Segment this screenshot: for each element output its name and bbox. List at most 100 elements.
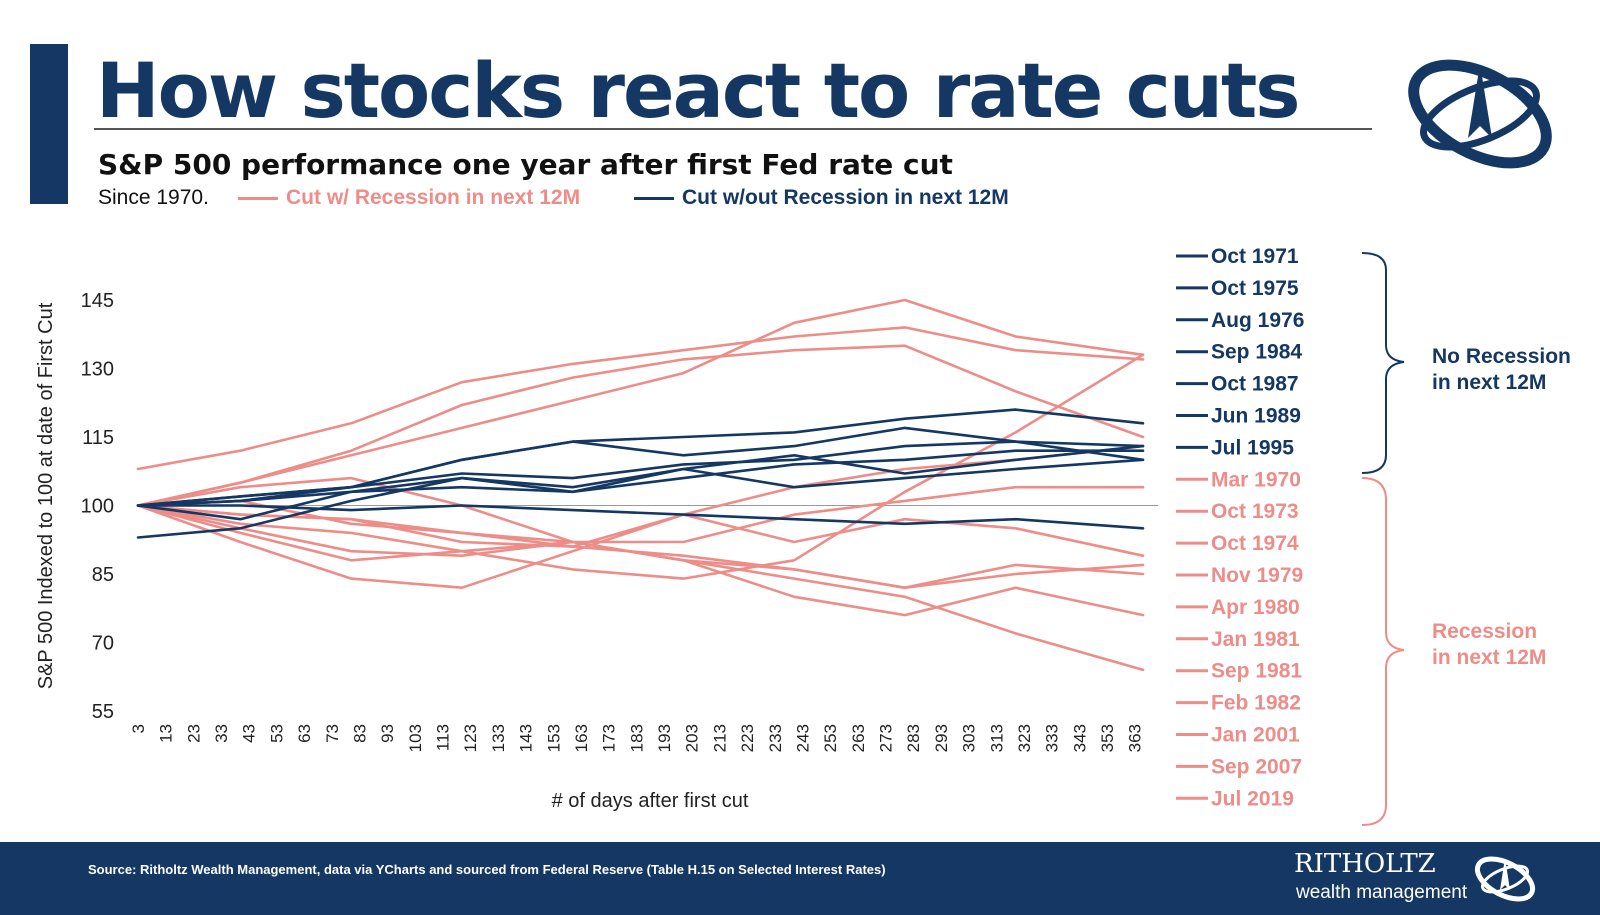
legend-label-no-recession: Cut w/out Recession in next 12M bbox=[682, 186, 1009, 209]
y-tick-label: 85 bbox=[92, 564, 114, 586]
series-line-oct-1971 bbox=[136, 444, 1145, 521]
series-line-feb-1982 bbox=[136, 353, 1145, 580]
no-recession-brace bbox=[1361, 252, 1405, 474]
series-line-mar-1970 bbox=[136, 444, 1145, 589]
series-line-nov-1979 bbox=[136, 476, 1145, 544]
x-tick-label: 323 bbox=[1015, 724, 1034, 752]
legend-label-jan-2001: Jan 2001 bbox=[1211, 724, 1300, 747]
legend-label-mar-1970: Mar 1970 bbox=[1211, 468, 1301, 491]
legend-label-oct-1987: Oct 1987 bbox=[1211, 373, 1299, 396]
legend-label-recession: Cut w/ Recession in next 12M bbox=[286, 186, 581, 209]
series-line-oct-1987 bbox=[136, 458, 1145, 539]
legend-swatch-no-recession bbox=[634, 196, 674, 200]
title-divider bbox=[94, 128, 1372, 130]
legend-label-aug-1976: Aug 1976 bbox=[1211, 309, 1304, 332]
x-tick-label: 163 bbox=[572, 724, 591, 752]
x-tick-label: 283 bbox=[904, 724, 923, 752]
legend-label-feb-1982: Feb 1982 bbox=[1211, 692, 1301, 715]
footer-source: Source: Ritholtz Wealth Management, data… bbox=[88, 862, 886, 877]
x-tick-label: 63 bbox=[295, 724, 314, 743]
x-tick-label: 273 bbox=[877, 724, 896, 752]
x-tick-label: 143 bbox=[517, 724, 536, 752]
x-tick-label: 193 bbox=[655, 724, 674, 752]
series-line-aug-1976 bbox=[136, 504, 1145, 530]
footer-bar: Source: Ritholtz Wealth Management, data… bbox=[0, 842, 1600, 915]
x-tick-label: 13 bbox=[157, 724, 176, 743]
x-tick-label: 293 bbox=[932, 724, 951, 752]
series-line-sep-1984 bbox=[136, 449, 1145, 507]
x-tick-label: 353 bbox=[1098, 724, 1117, 752]
footer-brand-name: RITHOLTZ bbox=[1294, 849, 1436, 879]
x-tick-label: 363 bbox=[1126, 724, 1145, 752]
y-tick-label: 145 bbox=[81, 290, 114, 312]
x-tick-label: 123 bbox=[461, 724, 480, 752]
legend-label-sep-1984: Sep 1984 bbox=[1211, 341, 1302, 364]
x-tick-label: 253 bbox=[821, 724, 840, 752]
x-tick-label: 263 bbox=[849, 724, 868, 752]
legend-label-jun-1989: Jun 1989 bbox=[1211, 405, 1301, 428]
y-tick-label: 70 bbox=[92, 633, 114, 655]
x-tick-label: 303 bbox=[960, 724, 979, 752]
x-tick-label: 43 bbox=[240, 724, 259, 743]
x-tick-label: 93 bbox=[378, 724, 397, 743]
legend-label-jul-1995: Jul 1995 bbox=[1211, 436, 1294, 459]
no-recession-group-label-line2: in next 12M bbox=[1432, 371, 1546, 394]
x-tick-label: 313 bbox=[987, 724, 1006, 752]
y-tick-label: 100 bbox=[81, 496, 114, 518]
legend-label-oct-1975: Oct 1975 bbox=[1211, 277, 1299, 300]
x-tick-label: 213 bbox=[710, 724, 729, 752]
series-line-apr-1980 bbox=[136, 298, 1145, 507]
footer-brand-tagline: wealth management bbox=[1296, 882, 1468, 903]
x-tick-label: 243 bbox=[793, 724, 812, 752]
series-line-oct-1973 bbox=[136, 504, 1145, 672]
x-tick-label: 343 bbox=[1070, 724, 1089, 752]
series-line-oct-1975 bbox=[136, 408, 1145, 507]
footer-logo-icon bbox=[1474, 856, 1536, 902]
series-line-jul-2019 bbox=[136, 344, 1145, 507]
legend-label-oct-1971: Oct 1971 bbox=[1211, 245, 1299, 268]
x-tick-label: 3 bbox=[129, 724, 148, 733]
recession-group-label-line2: in next 12M bbox=[1432, 646, 1546, 669]
legend-label-oct-1973: Oct 1973 bbox=[1211, 500, 1299, 523]
legend-label-oct-1974: Oct 1974 bbox=[1211, 532, 1299, 555]
series-line-jan-2001 bbox=[136, 504, 1145, 617]
x-tick-label: 83 bbox=[350, 724, 369, 743]
x-tick-label: 103 bbox=[406, 724, 425, 752]
chart-subtitle: S&P 500 performance one year after first… bbox=[98, 148, 953, 181]
series-line-sep-1981 bbox=[136, 504, 1145, 557]
no-recession-group-label-line1: No Recession bbox=[1432, 345, 1571, 368]
page-title: How stocks react to rate cuts bbox=[96, 46, 1301, 135]
legend-item-recession: Cut w/ Recession in next 12M bbox=[238, 186, 580, 210]
recession-group-label-line1: Recession bbox=[1432, 620, 1537, 643]
legend-label-nov-1979: Nov 1979 bbox=[1211, 564, 1303, 587]
legend-label-jul-2019: Jul 2019 bbox=[1211, 787, 1294, 810]
series-line-oct-1974 bbox=[136, 326, 1145, 471]
y-tick-label: 115 bbox=[82, 427, 114, 449]
legend-label-sep-1981: Sep 1981 bbox=[1211, 660, 1302, 683]
x-tick-label: 223 bbox=[738, 724, 757, 752]
x-tick-label: 73 bbox=[323, 724, 342, 743]
accent-bar bbox=[30, 44, 68, 204]
x-tick-label: 133 bbox=[489, 724, 508, 752]
legend-label-sep-2007: Sep 2007 bbox=[1211, 755, 1302, 778]
recession-brace bbox=[1361, 477, 1405, 826]
series-line-sep-2007 bbox=[136, 499, 1145, 589]
since-note: Since 1970. bbox=[98, 186, 209, 209]
x-tick-label: 153 bbox=[544, 724, 563, 752]
y-tick-label: 55 bbox=[92, 701, 114, 723]
x-tick-label: 233 bbox=[766, 724, 785, 752]
x-tick-label: 183 bbox=[627, 724, 646, 752]
legend-label-apr-1980: Apr 1980 bbox=[1211, 596, 1300, 619]
x-tick-label: 173 bbox=[600, 724, 619, 752]
x-axis-label: # of days after first cut bbox=[552, 790, 749, 812]
brand-logo-icon bbox=[1408, 59, 1552, 169]
x-tick-label: 113 bbox=[434, 724, 453, 751]
x-tick-label: 33 bbox=[212, 724, 231, 743]
legend-label-jan-1981: Jan 1981 bbox=[1211, 628, 1300, 651]
x-tick-label: 333 bbox=[1043, 724, 1062, 752]
legend-swatch-recession bbox=[238, 196, 278, 200]
x-tick-label: 23 bbox=[184, 724, 203, 743]
y-axis-label: S&P 500 Indexed to 100 at date of First … bbox=[35, 302, 57, 689]
legend-item-no-recession: Cut w/out Recession in next 12M bbox=[634, 186, 1009, 210]
